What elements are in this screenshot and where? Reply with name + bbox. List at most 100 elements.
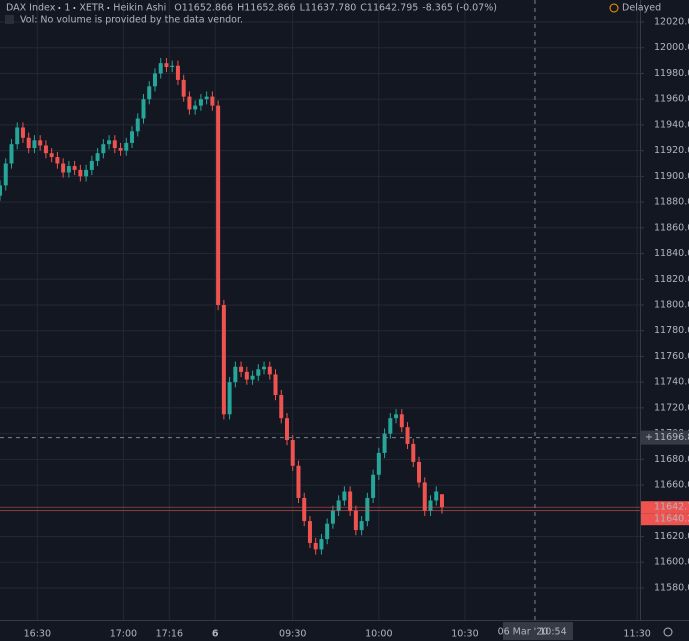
candle-body bbox=[388, 418, 393, 434]
y-tick-label: 12000.000 bbox=[654, 42, 689, 53]
candle-body bbox=[336, 500, 341, 511]
candle-body bbox=[26, 137, 31, 149]
y-tick-label: 11840.000 bbox=[654, 248, 689, 259]
candle-body bbox=[348, 491, 353, 511]
candle-body bbox=[66, 166, 71, 173]
vol-note: Vol: No volume is provided by the data v… bbox=[20, 15, 243, 26]
ohlc-key: C bbox=[360, 3, 367, 14]
candle-body bbox=[273, 374, 278, 396]
y-tick-label: 11740.000 bbox=[654, 377, 689, 388]
candle-body bbox=[43, 145, 48, 154]
collapse-button[interactable] bbox=[5, 15, 14, 24]
candle-body bbox=[439, 494, 444, 508]
candle-body bbox=[319, 539, 324, 550]
crosshair-price-label: 11696.895 bbox=[654, 432, 689, 443]
ohlc-key: H bbox=[237, 3, 244, 14]
crosshair-time-box bbox=[502, 622, 573, 640]
ohlc-key: L bbox=[300, 3, 306, 14]
settings-icon[interactable] bbox=[663, 627, 673, 637]
candle-body bbox=[365, 497, 370, 522]
y-tick-label: 11860.000 bbox=[654, 222, 689, 233]
candle-body bbox=[112, 140, 117, 149]
candle-body bbox=[38, 140, 43, 146]
crosshair-plus: + bbox=[645, 432, 653, 443]
candle-body bbox=[49, 153, 54, 158]
header-exchange: XETR bbox=[79, 3, 104, 14]
header-separator bbox=[58, 7, 61, 9]
candle-body bbox=[175, 65, 180, 80]
candle-body bbox=[353, 510, 358, 531]
y-tick-label: 11980.000 bbox=[654, 68, 689, 79]
header-separator bbox=[107, 7, 110, 9]
header-symbol: DAX Index bbox=[6, 3, 56, 14]
candle-body bbox=[399, 414, 404, 428]
y-tick-label: 11960.000 bbox=[654, 94, 689, 105]
candle-body bbox=[181, 79, 186, 97]
ohlc-value: 11642.795 bbox=[367, 3, 418, 14]
x-tick-label: 17:00 bbox=[110, 629, 137, 640]
candle-body bbox=[330, 510, 335, 524]
price-box bbox=[641, 501, 689, 514]
candle-body bbox=[307, 521, 312, 543]
candle-body bbox=[382, 433, 387, 453]
candle-body bbox=[394, 414, 399, 419]
header-interval: 1 bbox=[64, 3, 70, 14]
header-separator bbox=[73, 7, 76, 9]
candle-body bbox=[422, 482, 427, 511]
candle-body bbox=[61, 163, 66, 173]
ohlc-key: O bbox=[174, 3, 181, 14]
candle-body bbox=[3, 163, 8, 186]
y-tick-label: 11720.000 bbox=[654, 402, 689, 413]
x-tick-label: 16:30 bbox=[24, 629, 51, 640]
candle-body bbox=[342, 491, 347, 501]
crosshair-time-label: 10:54 bbox=[539, 627, 566, 638]
candle-body bbox=[84, 169, 89, 177]
candle-body bbox=[32, 140, 37, 149]
candle-body bbox=[267, 366, 272, 375]
candle-body bbox=[9, 144, 14, 164]
candle-body bbox=[147, 86, 152, 100]
candle-body bbox=[101, 144, 106, 154]
ohlc-value: 11637.780 bbox=[305, 3, 356, 14]
candle-body bbox=[428, 500, 433, 511]
header-style: Heikin Ashi bbox=[113, 3, 166, 14]
candle-body bbox=[187, 96, 192, 110]
candle-body bbox=[262, 366, 267, 370]
y-tick-label: 11880.000 bbox=[654, 197, 689, 208]
ohlc-value: 11652.866 bbox=[244, 3, 295, 14]
candle-body bbox=[193, 105, 198, 110]
candle-body bbox=[302, 497, 307, 522]
y-tick-label: 11760.000 bbox=[654, 351, 689, 362]
y-tick-label: 11900.000 bbox=[654, 171, 689, 182]
candle-body bbox=[417, 461, 422, 483]
candle-body bbox=[256, 369, 261, 376]
candle-body bbox=[279, 395, 284, 419]
y-tick-label: 11940.000 bbox=[654, 119, 689, 130]
delayed-label: Delayed bbox=[622, 3, 661, 14]
candle-body bbox=[164, 63, 169, 68]
candle-body bbox=[411, 443, 416, 462]
candle-body bbox=[296, 465, 301, 498]
candle-body bbox=[107, 140, 112, 145]
candle-body bbox=[55, 157, 60, 164]
x-tick-label: 17:16 bbox=[156, 629, 183, 640]
candle-body bbox=[130, 131, 135, 143]
price-label: 11642.795 bbox=[654, 502, 689, 513]
candle-body bbox=[405, 427, 410, 444]
candle-body bbox=[72, 166, 77, 170]
candles bbox=[0, 58, 444, 555]
price-label: 11640.280 bbox=[654, 514, 689, 525]
candle-body bbox=[170, 65, 175, 68]
y-tick-label: 11660.000 bbox=[654, 480, 689, 491]
y-tick-label: 11920.000 bbox=[654, 145, 689, 156]
candle-body bbox=[0, 185, 2, 196]
candle-body bbox=[221, 304, 226, 415]
y-tick-label: 11580.000 bbox=[654, 582, 689, 593]
x-tick-label: 6 bbox=[212, 629, 219, 640]
candle-body bbox=[15, 127, 20, 145]
candle-body bbox=[158, 63, 163, 74]
candle-body bbox=[434, 491, 439, 501]
